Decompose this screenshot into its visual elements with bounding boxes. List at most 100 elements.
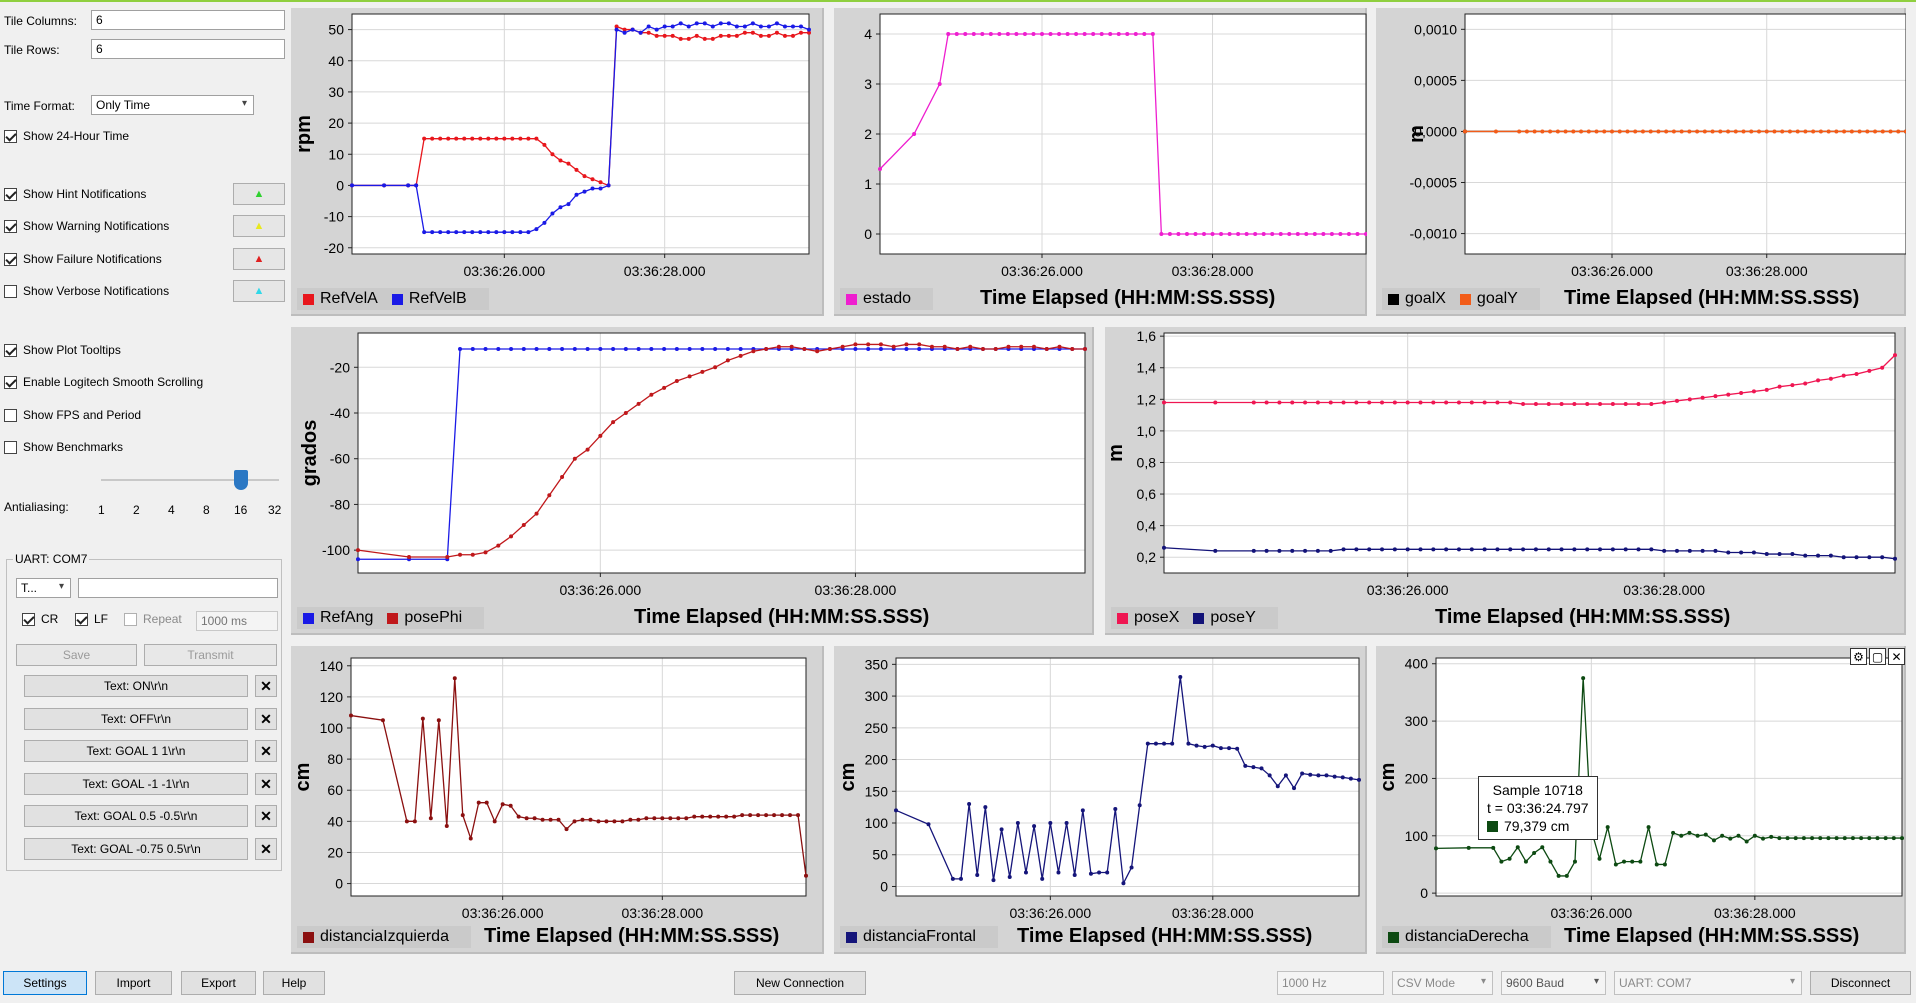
data-point	[500, 802, 505, 807]
chart-legend[interactable]: RefAng posePhi	[297, 607, 485, 629]
remove-command-button[interactable]: ✕	[255, 838, 277, 860]
chart-panel-angle[interactable]: -100 -80 -60 -40 -20 03:36:26.000 03:36:28.000…	[291, 327, 1094, 635]
disconnect-button[interactable]: Disconnect	[1810, 971, 1911, 995]
command-button[interactable]: Text: GOAL 1 1\r\n	[24, 740, 248, 762]
legend-item[interactable]: posePhi	[387, 609, 462, 627]
command-button[interactable]: Text: ON\r\n	[24, 675, 248, 697]
verbose-notifications-row[interactable]: Show Verbose Notifications	[4, 280, 169, 302]
help-button[interactable]: Help	[263, 971, 325, 995]
warning-color-button[interactable]: ▲	[233, 215, 285, 237]
benchmarks-checkbox[interactable]	[4, 440, 17, 454]
fps-row[interactable]: Show FPS and Period	[4, 404, 141, 426]
save-button[interactable]: Save	[16, 644, 137, 666]
logitech-scrolling-checkbox[interactable]	[4, 375, 17, 389]
warning-notifications-checkbox[interactable]	[4, 219, 17, 233]
command-button[interactable]: Text: GOAL 0.5 -0.5\r\n	[24, 805, 248, 827]
maximize-icon[interactable]: ▢	[1869, 648, 1886, 665]
data-point	[1649, 547, 1654, 552]
command-button[interactable]: Text: OFF\r\n	[24, 708, 248, 730]
hint-notifications-checkbox[interactable]	[4, 187, 17, 201]
new-connection-button[interactable]: New Connection	[734, 971, 866, 995]
data-point	[662, 347, 667, 351]
chart-panel-velocity[interactable]: -20 -10 0 10 20 30 40 50 03:36:26.000 03:36:28.00…	[291, 8, 824, 316]
benchmarks-row[interactable]: Show Benchmarks	[4, 436, 123, 458]
command-button[interactable]: Text: GOAL -1 -1\r\n	[24, 773, 248, 795]
fps-checkbox[interactable]	[4, 408, 17, 422]
command-button[interactable]: Text: GOAL -0.75 0.5\r\n	[24, 838, 248, 860]
remove-command-button[interactable]: ✕	[255, 773, 277, 795]
time-format-select[interactable]: Only Time ▾	[91, 95, 254, 115]
legend-item[interactable]: goalX	[1388, 290, 1446, 308]
chart-panel-distancia-frontal[interactable]: 0 50 100 150 200 250 300 350 03:36:26.000 03:36:2…	[834, 646, 1367, 954]
plot-tooltips-row[interactable]: Show Plot Tooltips	[4, 339, 121, 361]
tile-columns-input[interactable]	[91, 10, 285, 30]
failure-color-button[interactable]: ▲	[233, 248, 285, 270]
hint-color-button[interactable]: ▲	[233, 183, 285, 205]
chart-legend[interactable]: estado	[840, 288, 934, 310]
tile-rows-input[interactable]	[91, 39, 285, 59]
baud-select[interactable]: 9600 Baud ▾	[1501, 971, 1606, 995]
close-icon[interactable]: ✕	[1888, 648, 1905, 665]
data-point	[1210, 743, 1215, 748]
verbose-notifications-checkbox[interactable]	[4, 284, 17, 298]
hint-notifications-row[interactable]: Show Hint Notifications	[4, 183, 146, 205]
uart-text-input[interactable]	[78, 578, 278, 598]
chart-legend[interactable]: distanciaFrontal	[840, 926, 998, 948]
remove-command-button[interactable]: ✕	[255, 740, 277, 762]
data-point	[1040, 32, 1044, 36]
sample-rate-field[interactable]: 1000 Hz	[1277, 971, 1384, 995]
antialiasing-slider-thumb[interactable]	[234, 470, 248, 490]
import-button[interactable]: Import	[95, 971, 172, 995]
legend-item[interactable]: RefAng	[303, 609, 373, 627]
antialiasing-slider-track[interactable]	[101, 479, 279, 481]
data-point	[1720, 833, 1725, 838]
remove-command-button[interactable]: ✕	[255, 675, 277, 697]
cr-checkbox[interactable]	[22, 612, 35, 626]
cr-option[interactable]: CR	[22, 612, 58, 626]
failure-notifications-checkbox[interactable]	[4, 252, 17, 266]
chart-legend[interactable]: distanciaDerecha	[1382, 926, 1551, 948]
legend-item[interactable]: poseX	[1117, 609, 1179, 627]
repeat-interval-input[interactable]	[196, 611, 278, 631]
legend-item[interactable]: goalY	[1459, 290, 1518, 308]
chart-panel-distancia-derecha[interactable]: 0 100 200 300 400 03:36:26.000 03:36:28.000 cm d…	[1376, 646, 1906, 954]
legend-item[interactable]: estado	[846, 290, 911, 308]
warning-notifications-row[interactable]: Show Warning Notifications	[4, 215, 169, 237]
x-axis-title: Time Elapsed (HH:MM:SS.SSS)	[634, 606, 930, 628]
plot-tooltips-checkbox[interactable]	[4, 343, 17, 357]
chart-legend[interactable]: RefVelA RefVelB	[297, 288, 489, 310]
show-24-hour-row[interactable]: Show 24-Hour Time	[4, 125, 129, 147]
tooltip-swatch	[1487, 820, 1498, 832]
remove-command-button[interactable]: ✕	[255, 708, 277, 730]
legend-item[interactable]: distanciaFrontal	[846, 928, 976, 946]
chart-legend[interactable]: poseX poseY	[1111, 607, 1278, 629]
chart-legend[interactable]: distanciaIzquierda	[297, 926, 471, 948]
logitech-scrolling-row[interactable]: Enable Logitech Smooth Scrolling	[4, 371, 203, 393]
mode-select[interactable]: CSV Mode ▾	[1392, 971, 1493, 995]
data-point	[510, 136, 515, 141]
remove-command-button[interactable]: ✕	[255, 805, 277, 827]
transmit-button[interactable]: Transmit	[144, 644, 277, 666]
lf-checkbox[interactable]	[75, 612, 88, 626]
repeat-checkbox[interactable]	[124, 612, 137, 626]
chart-panel-distancia-izquierda[interactable]: 0 20 40 60 80 100 120 140 03:36:26.000 03:36:28.0…	[291, 646, 824, 954]
port-select[interactable]: UART: COM7 ▾	[1614, 971, 1802, 995]
legend-item[interactable]: RefVelB	[391, 290, 467, 308]
legend-item[interactable]: RefVelA	[303, 290, 378, 308]
legend-item[interactable]: distanciaDerecha	[1388, 928, 1529, 946]
repeat-option[interactable]: Repeat	[124, 612, 182, 626]
show-24-hour-checkbox[interactable]	[4, 129, 17, 143]
settings-button[interactable]: Settings	[3, 971, 87, 995]
legend-item[interactable]: poseY	[1193, 609, 1256, 627]
legend-item[interactable]: distanciaIzquierda	[303, 928, 449, 946]
chart-panel-estado[interactable]: 0 1 2 3 4 03:36:26.000 03:36:28.000 estado Time …	[834, 8, 1367, 316]
export-button[interactable]: Export	[181, 971, 256, 995]
chart-panel-pose[interactable]: 0,2 0,4 0,6 0,8 1,0 1,2 1,4 1,6 03:36:26.000 03:3…	[1105, 327, 1906, 635]
failure-notifications-row[interactable]: Show Failure Notifications	[4, 248, 162, 270]
lf-option[interactable]: LF	[75, 612, 108, 626]
verbose-color-button[interactable]: ▲	[233, 280, 285, 302]
chart-panel-goal[interactable]: -0,0010 -0,0005 0,0000 0,0005 0,0010 03:36:26…	[1376, 8, 1906, 316]
chart-legend[interactable]: goalX goalY	[1382, 288, 1540, 310]
uart-mode-select[interactable]: T... ▾	[16, 578, 71, 598]
gear-icon[interactable]: ⚙	[1850, 648, 1867, 665]
